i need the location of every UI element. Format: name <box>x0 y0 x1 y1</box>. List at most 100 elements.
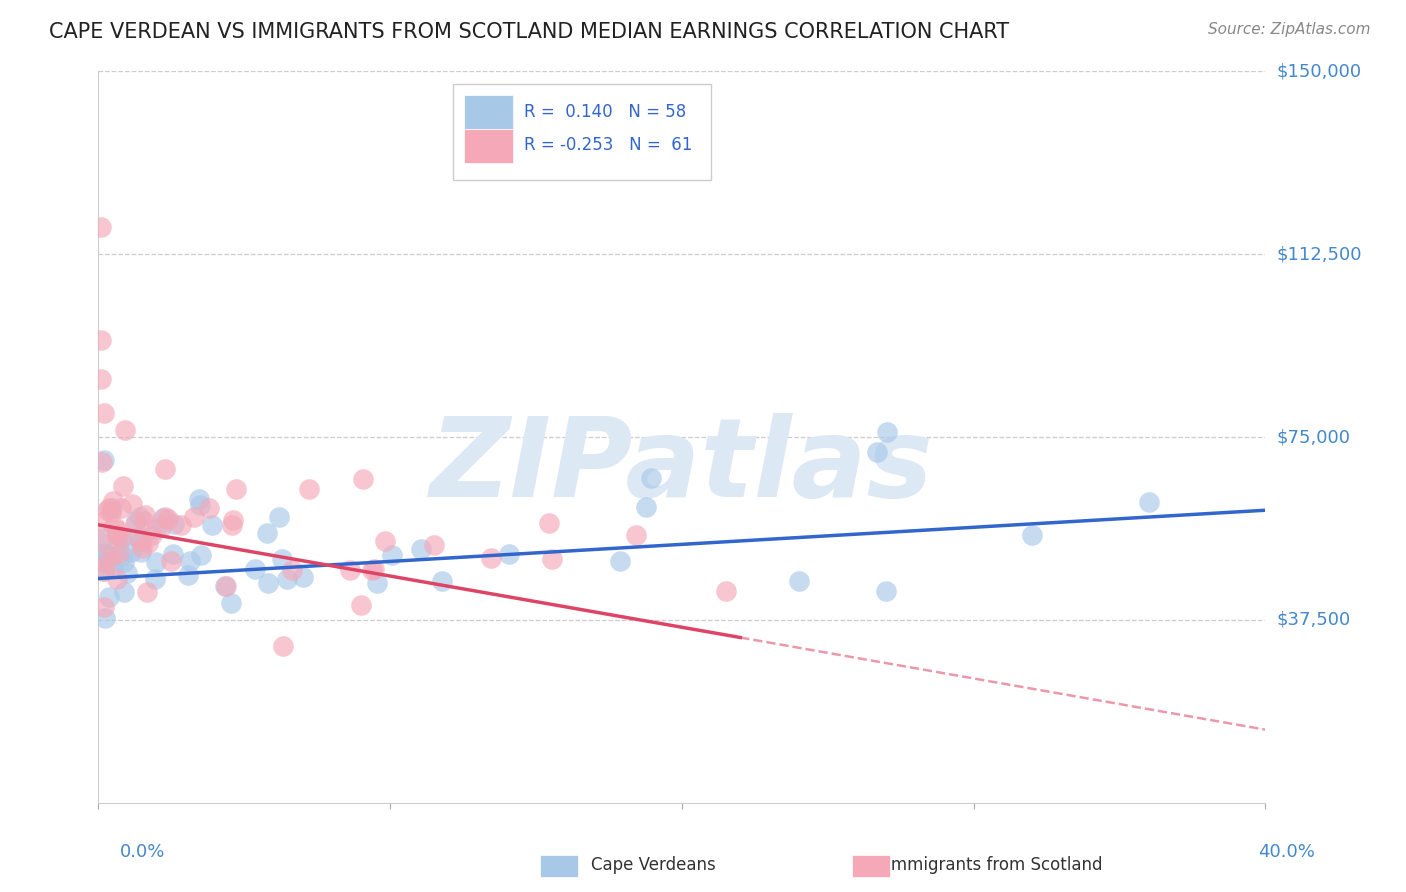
Point <box>271 639 294 653</box>
Point <box>270 551 292 566</box>
Point <box>132 514 155 528</box>
Point <box>107 523 129 537</box>
Point <box>90 455 112 469</box>
Point <box>176 568 198 582</box>
Point <box>121 497 143 511</box>
Point <box>423 538 446 552</box>
Point <box>339 563 361 577</box>
Text: R = -0.253   N =  61: R = -0.253 N = 61 <box>524 136 693 154</box>
Point <box>787 574 810 588</box>
Point <box>93 532 115 546</box>
Point <box>366 575 388 590</box>
Point <box>162 547 184 561</box>
Point <box>128 510 150 524</box>
Point <box>131 533 153 548</box>
Point <box>243 561 266 575</box>
Text: CAPE VERDEAN VS IMMIGRANTS FROM SCOTLAND MEDIAN EARNINGS CORRELATION CHART: CAPE VERDEAN VS IMMIGRANTS FROM SCOTLAND… <box>49 22 1010 42</box>
Point <box>624 527 647 541</box>
Point <box>198 501 221 516</box>
Point <box>112 479 135 493</box>
Point <box>200 518 222 533</box>
Point <box>214 579 236 593</box>
Point <box>276 572 298 586</box>
Text: $37,500: $37,500 <box>1277 611 1351 629</box>
Point <box>187 492 209 507</box>
Point <box>136 536 159 550</box>
Point <box>129 534 152 549</box>
Point <box>141 528 163 542</box>
Point <box>188 498 211 512</box>
Point <box>97 501 120 516</box>
Text: $150,000: $150,000 <box>1277 62 1361 80</box>
Point <box>409 541 432 556</box>
Point <box>498 547 520 561</box>
Point <box>114 423 136 437</box>
Point <box>90 220 112 235</box>
Point <box>222 513 245 527</box>
Point <box>479 550 502 565</box>
Point <box>875 584 897 599</box>
Point <box>160 554 183 568</box>
Point <box>640 471 662 485</box>
Point <box>190 549 212 563</box>
Point <box>94 611 117 625</box>
Point <box>108 545 131 559</box>
Point <box>150 519 173 533</box>
Point <box>129 544 152 558</box>
Point <box>96 547 118 561</box>
Point <box>90 515 112 529</box>
Point <box>183 510 205 524</box>
Point <box>219 596 242 610</box>
Point <box>101 501 124 516</box>
Point <box>224 482 246 496</box>
Text: 40.0%: 40.0% <box>1258 843 1315 861</box>
Point <box>115 566 138 580</box>
Point <box>432 574 454 588</box>
Point <box>363 562 385 576</box>
Point <box>298 482 321 496</box>
Point <box>153 509 176 524</box>
Point <box>865 444 887 458</box>
Point <box>93 564 115 578</box>
Point <box>381 548 404 562</box>
Point <box>112 555 135 569</box>
Point <box>110 530 132 544</box>
Point <box>145 522 167 536</box>
Point <box>112 585 135 599</box>
Point <box>361 563 384 577</box>
Text: $75,000: $75,000 <box>1277 428 1351 446</box>
Point <box>291 569 314 583</box>
FancyBboxPatch shape <box>453 84 711 179</box>
Point <box>127 530 149 544</box>
Point <box>125 514 148 528</box>
Point <box>634 500 657 514</box>
Point <box>107 537 129 551</box>
Text: 0.0%: 0.0% <box>120 843 165 861</box>
Point <box>350 598 373 612</box>
Point <box>120 544 142 558</box>
Point <box>179 554 201 568</box>
Point <box>257 575 280 590</box>
Point <box>103 519 125 533</box>
Text: Immigrants from Scotland: Immigrants from Scotland <box>886 856 1102 874</box>
Point <box>100 555 122 569</box>
Text: Source: ZipAtlas.com: Source: ZipAtlas.com <box>1208 22 1371 37</box>
Point <box>1137 494 1160 508</box>
Point <box>93 555 115 569</box>
Point <box>1021 527 1043 541</box>
Point <box>153 462 176 476</box>
Point <box>103 493 125 508</box>
Point <box>163 517 186 532</box>
Point <box>96 503 118 517</box>
Text: ZIPatlas: ZIPatlas <box>430 413 934 520</box>
Point <box>105 527 128 541</box>
Point <box>143 572 166 586</box>
Text: R =  0.140   N = 58: R = 0.140 N = 58 <box>524 103 686 120</box>
Point <box>93 599 115 614</box>
Point <box>91 565 114 579</box>
Point <box>93 546 115 560</box>
Point <box>93 406 115 420</box>
Point <box>170 518 193 533</box>
Point <box>136 585 159 599</box>
Point <box>716 584 738 599</box>
